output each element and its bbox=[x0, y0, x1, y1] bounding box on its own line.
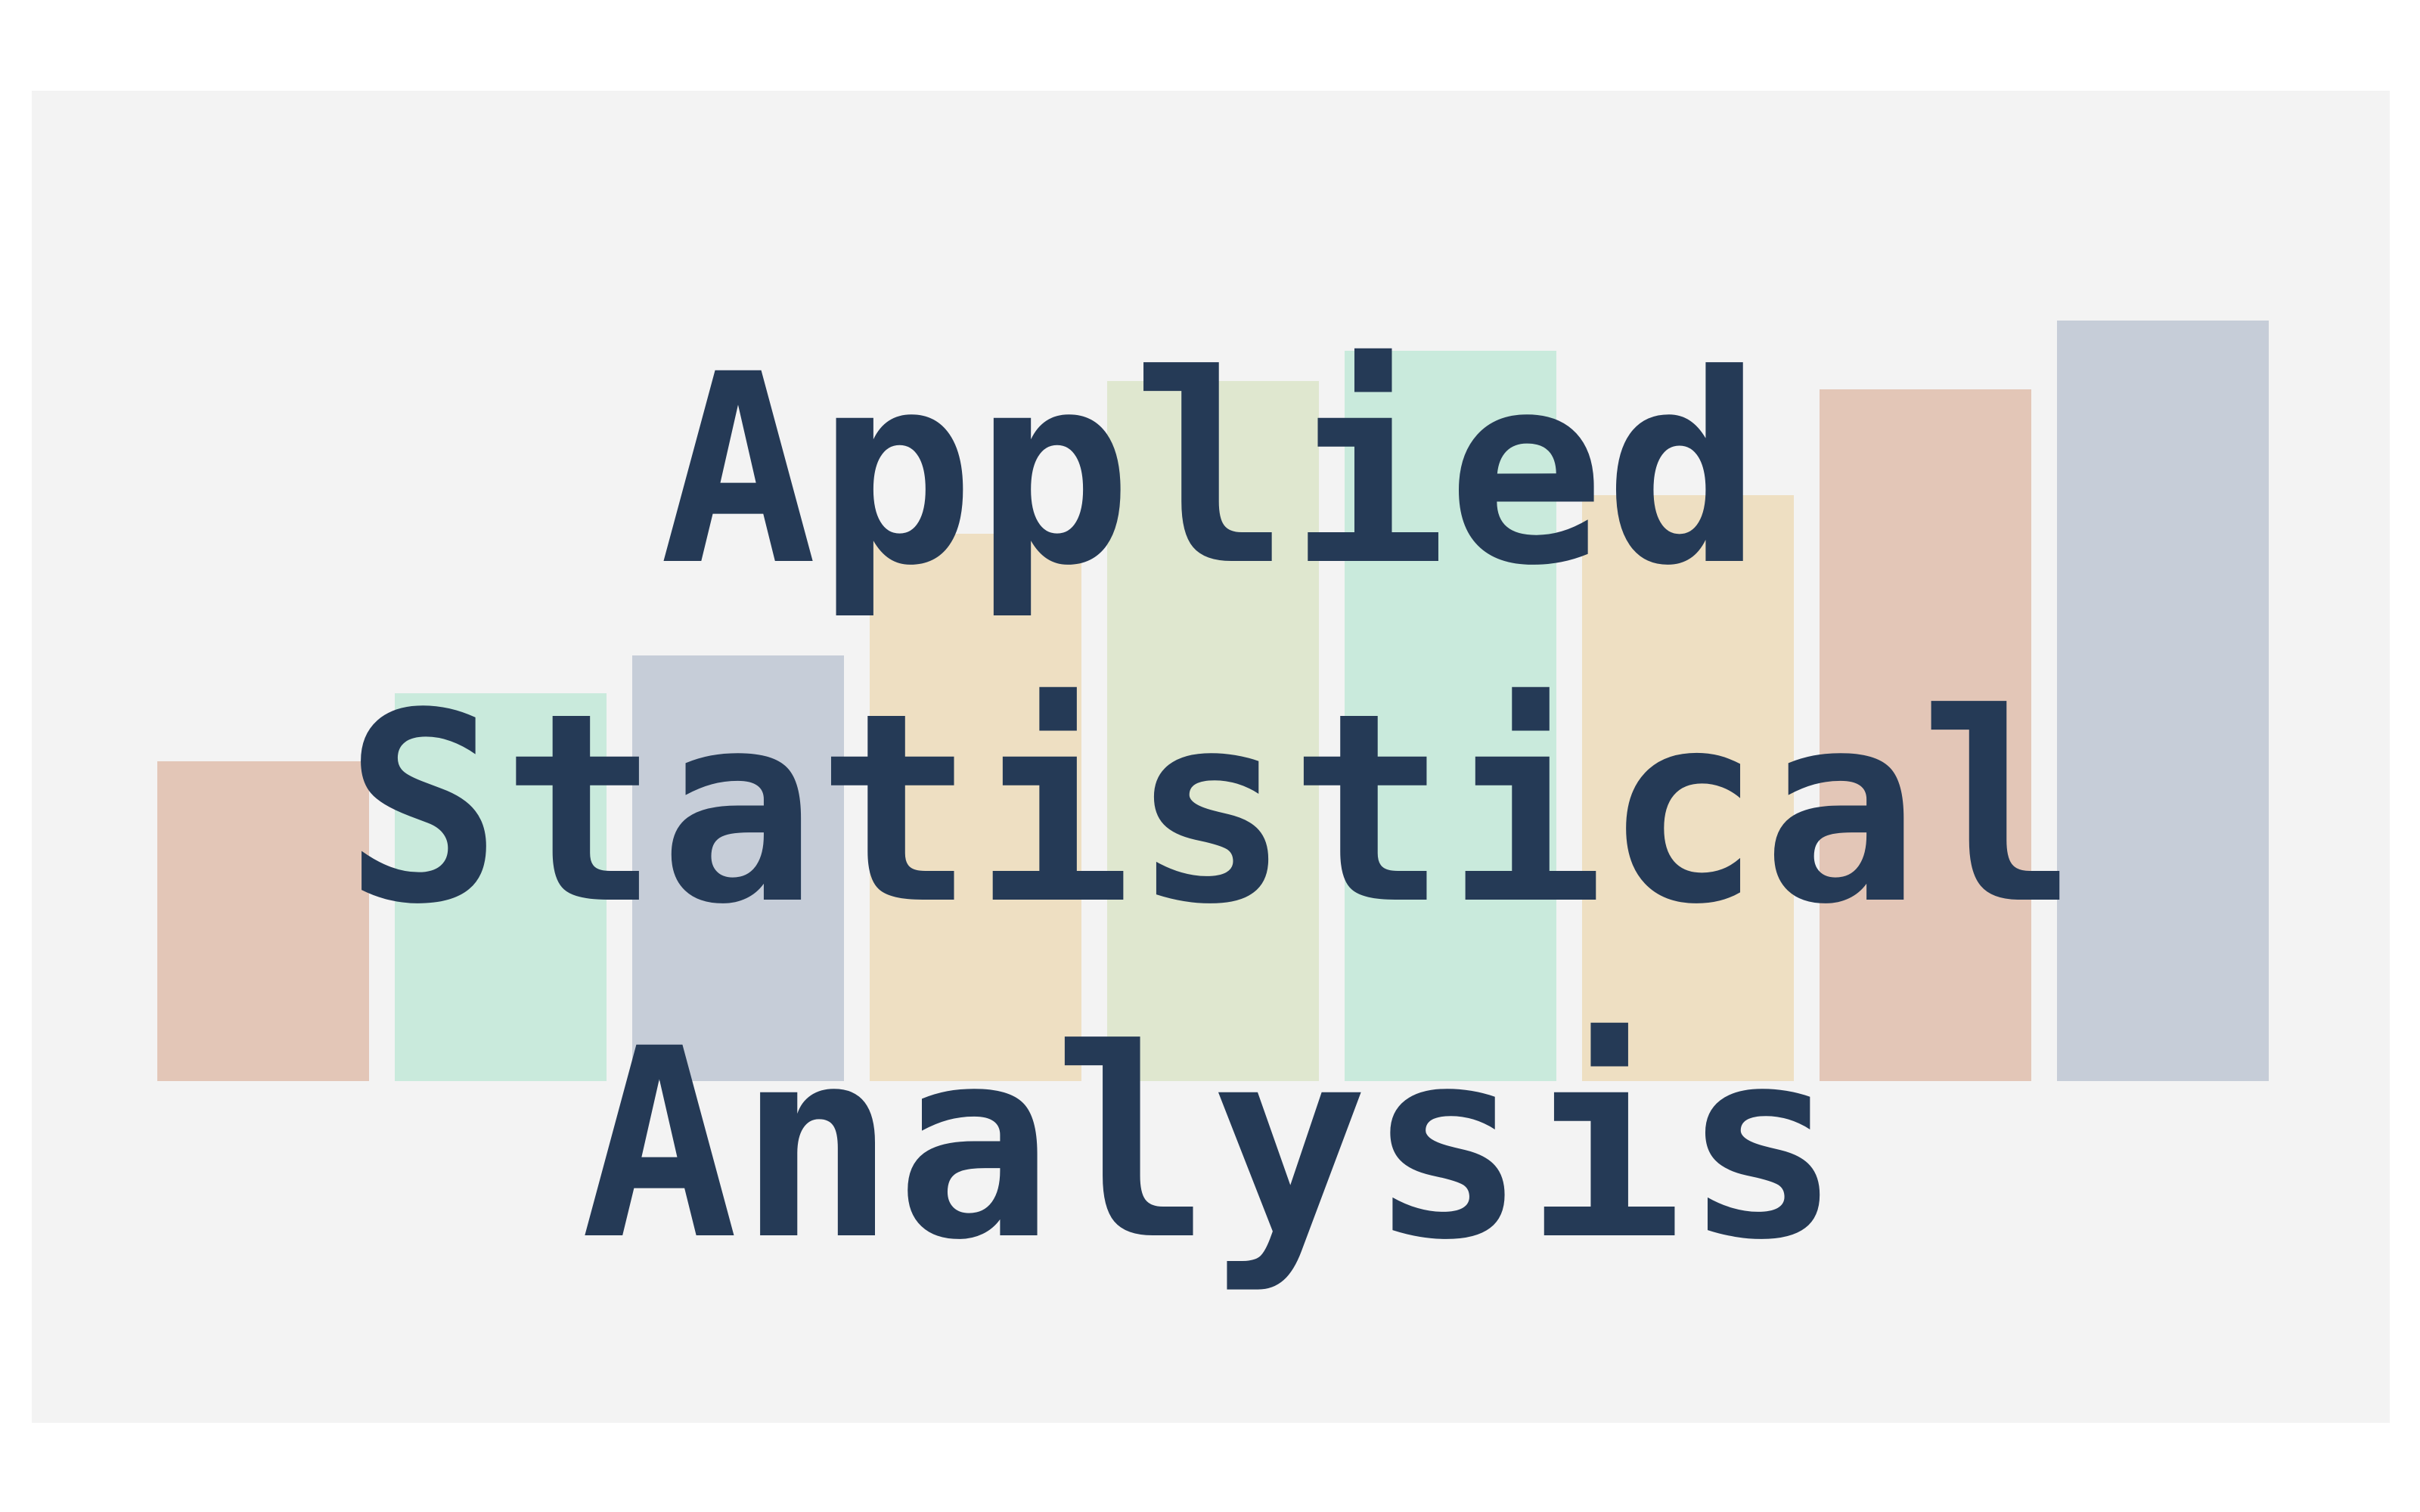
decorative-bar bbox=[632, 655, 844, 1081]
decorative-bar bbox=[2057, 321, 2269, 1081]
title-line-3: Analysis bbox=[580, 993, 1841, 1297]
cover-panel: Applied Statistical Analysis bbox=[32, 91, 2390, 1423]
title-line-2: Statistical bbox=[344, 657, 2077, 962]
decorative-bar bbox=[157, 761, 369, 1081]
decorative-bar bbox=[395, 693, 607, 1081]
decorative-bar bbox=[1345, 351, 1556, 1081]
decorative-bar bbox=[1582, 495, 1794, 1081]
cover-title: Applied Statistical Analysis bbox=[32, 91, 2390, 1423]
decorative-bar bbox=[870, 534, 1081, 1081]
decorative-bar bbox=[1107, 381, 1319, 1081]
title-line-1: Applied bbox=[659, 318, 1763, 623]
decorative-bar bbox=[1820, 389, 2031, 1081]
decorative-bar-chart bbox=[32, 91, 2390, 1423]
